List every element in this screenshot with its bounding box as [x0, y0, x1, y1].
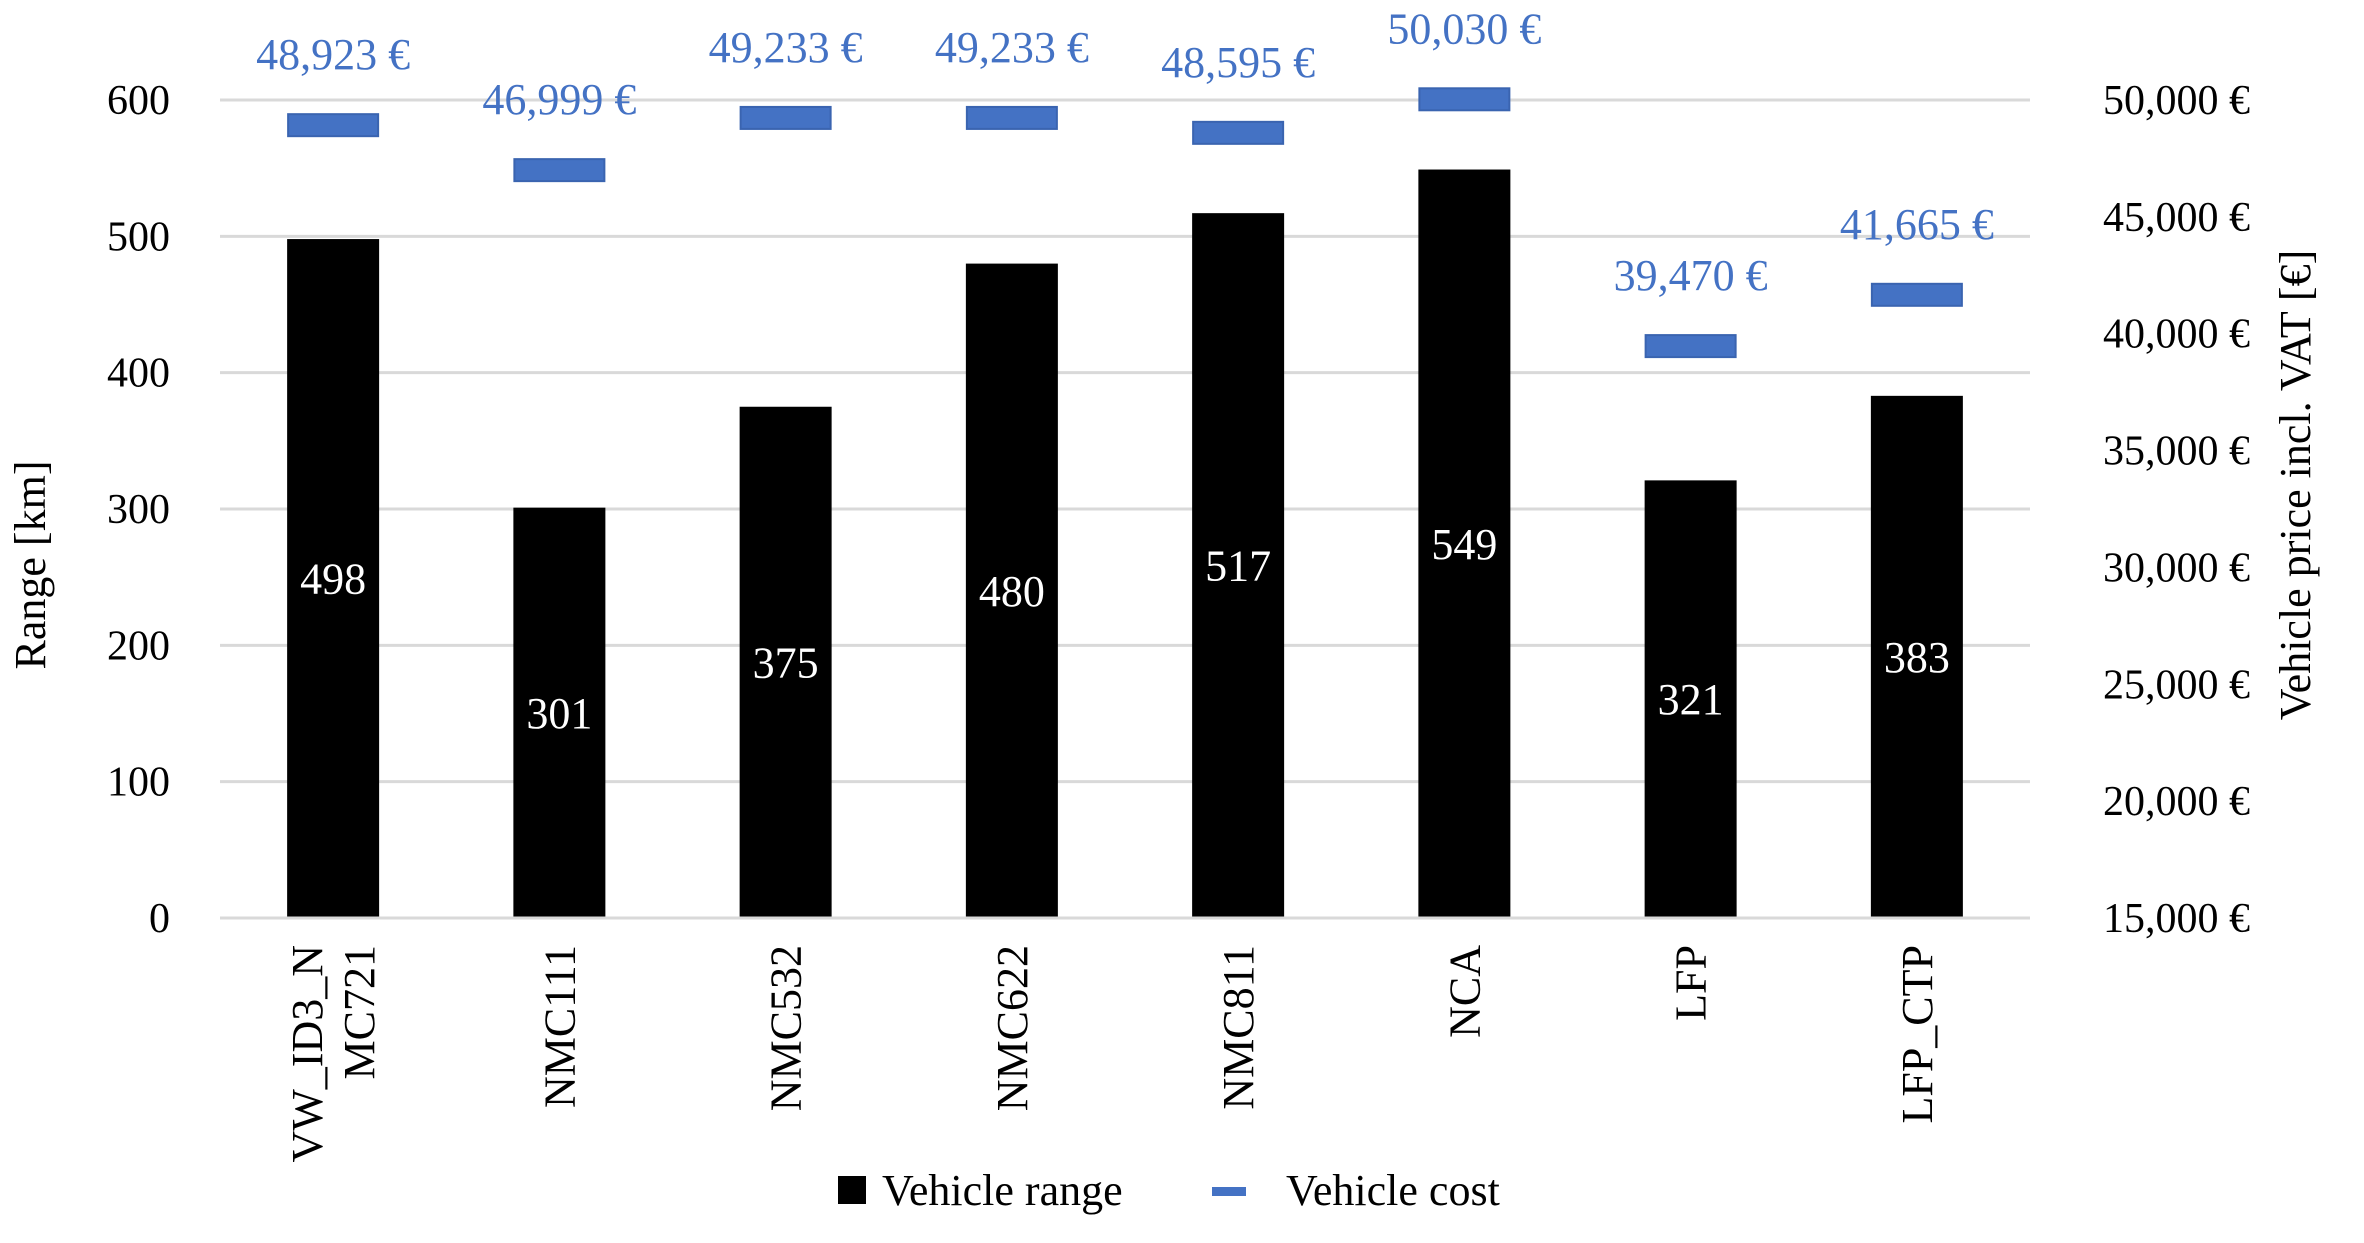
category-label-line: NMC111 — [535, 945, 584, 1108]
range-value-label: 321 — [1658, 675, 1724, 724]
y2-tick-label: 45,000 € — [2103, 195, 2250, 241]
axes: 0 100 200 300 400 500 600 15,000 € 20,000 € 25,00… — [107, 78, 2250, 1163]
y2-tick-label: 50,000 € — [2103, 78, 2250, 124]
y2-tick-label: 30,000 € — [2103, 545, 2250, 591]
cost-value-label: 48,595 € — [1161, 38, 1315, 87]
range-value-label: 301 — [526, 689, 592, 738]
y2-tick-label: 20,000 € — [2103, 779, 2250, 825]
y-tick-label: 400 — [107, 351, 170, 397]
cost-value-label: 50,030 € — [1387, 4, 1541, 53]
category-label-line: VW_ID3_N — [283, 945, 332, 1163]
legend-swatch-cost — [1212, 1187, 1246, 1196]
range-bar — [513, 507, 606, 918]
category-label-line: NMC532 — [762, 945, 811, 1111]
cost-marker — [1418, 87, 1511, 112]
cost-value-label: 49,233 € — [709, 23, 863, 72]
range-value-label: 383 — [1884, 633, 1950, 682]
category-label-line: NMC811 — [1214, 945, 1263, 1110]
y-tick-label: 300 — [107, 487, 170, 533]
y2-axis-title: Vehicle price incl. VAT [€] — [2271, 250, 2320, 720]
legend: Vehicle range Vehicle cost — [838, 1166, 1500, 1215]
y2-tick-label: 25,000 € — [2103, 662, 2250, 708]
y2-tick-label: 35,000 € — [2103, 429, 2250, 475]
category-label-line: MC721 — [335, 945, 384, 1079]
category-label: LFP_CTP — [1893, 945, 1942, 1124]
range-bar — [739, 406, 832, 918]
category-label-line: NCA — [1440, 945, 1489, 1038]
range-value-label: 375 — [753, 638, 819, 687]
category-label: NMC111 — [535, 945, 584, 1108]
range-bar — [1192, 213, 1285, 918]
category-label: NMC532 — [762, 945, 811, 1111]
y-tick-label: 100 — [107, 760, 170, 806]
category-label: NMC811 — [1214, 945, 1263, 1110]
category-label-line: NMC622 — [988, 945, 1037, 1111]
legend-label-cost: Vehicle cost — [1286, 1166, 1500, 1215]
range-bar — [965, 263, 1058, 919]
range-bars — [287, 169, 1963, 919]
category-label: VW_ID3_N MC721 — [283, 945, 384, 1163]
category-label: NCA — [1440, 945, 1489, 1038]
legend-label-range: Vehicle range — [882, 1166, 1123, 1215]
gridlines — [220, 98, 2030, 784]
range-bar — [1870, 395, 1963, 918]
cost-marker — [287, 113, 380, 138]
cost-marker — [1870, 282, 1963, 307]
category-label-line: LFP_CTP — [1893, 945, 1942, 1124]
cost-value-label: 41,665 € — [1840, 200, 1994, 249]
y-tick-label: 200 — [107, 623, 170, 669]
range-value-label: 517 — [1205, 542, 1271, 591]
cost-value-label: 48,923 € — [256, 30, 410, 79]
range-value-label: 498 — [300, 555, 366, 604]
data-labels: 498 48,923 € 301 46,999 € 375 49,233 € 480 49,2… — [256, 4, 1994, 738]
y-tick-label: 600 — [107, 78, 170, 124]
range-bar — [1644, 480, 1737, 918]
category-label-line: LFP — [1667, 945, 1716, 1021]
y-tick-label: 500 — [107, 214, 170, 260]
cost-marker — [513, 158, 606, 183]
y-tick-label: 0 — [149, 896, 170, 942]
legend-swatch-range — [838, 1176, 866, 1204]
y2-tick-label: 40,000 € — [2103, 312, 2250, 358]
range-bar — [1418, 169, 1511, 918]
cost-markers — [287, 87, 1963, 359]
y-axis-title: Range [km] — [6, 461, 55, 670]
cost-marker — [739, 105, 832, 130]
range-value-label: 480 — [979, 567, 1045, 616]
cost-marker — [1192, 120, 1285, 145]
cost-marker — [1644, 334, 1737, 359]
y2-tick-label: 15,000 € — [2103, 896, 2250, 942]
cost-marker — [965, 105, 1058, 130]
cost-value-label: 39,470 € — [1614, 251, 1768, 300]
cost-value-label: 49,233 € — [935, 23, 1089, 72]
range-bar — [287, 239, 380, 918]
range-value-label: 549 — [1431, 520, 1497, 569]
category-label: NMC622 — [988, 945, 1037, 1111]
category-label: LFP — [1667, 945, 1716, 1021]
cost-value-label: 46,999 € — [482, 75, 636, 124]
